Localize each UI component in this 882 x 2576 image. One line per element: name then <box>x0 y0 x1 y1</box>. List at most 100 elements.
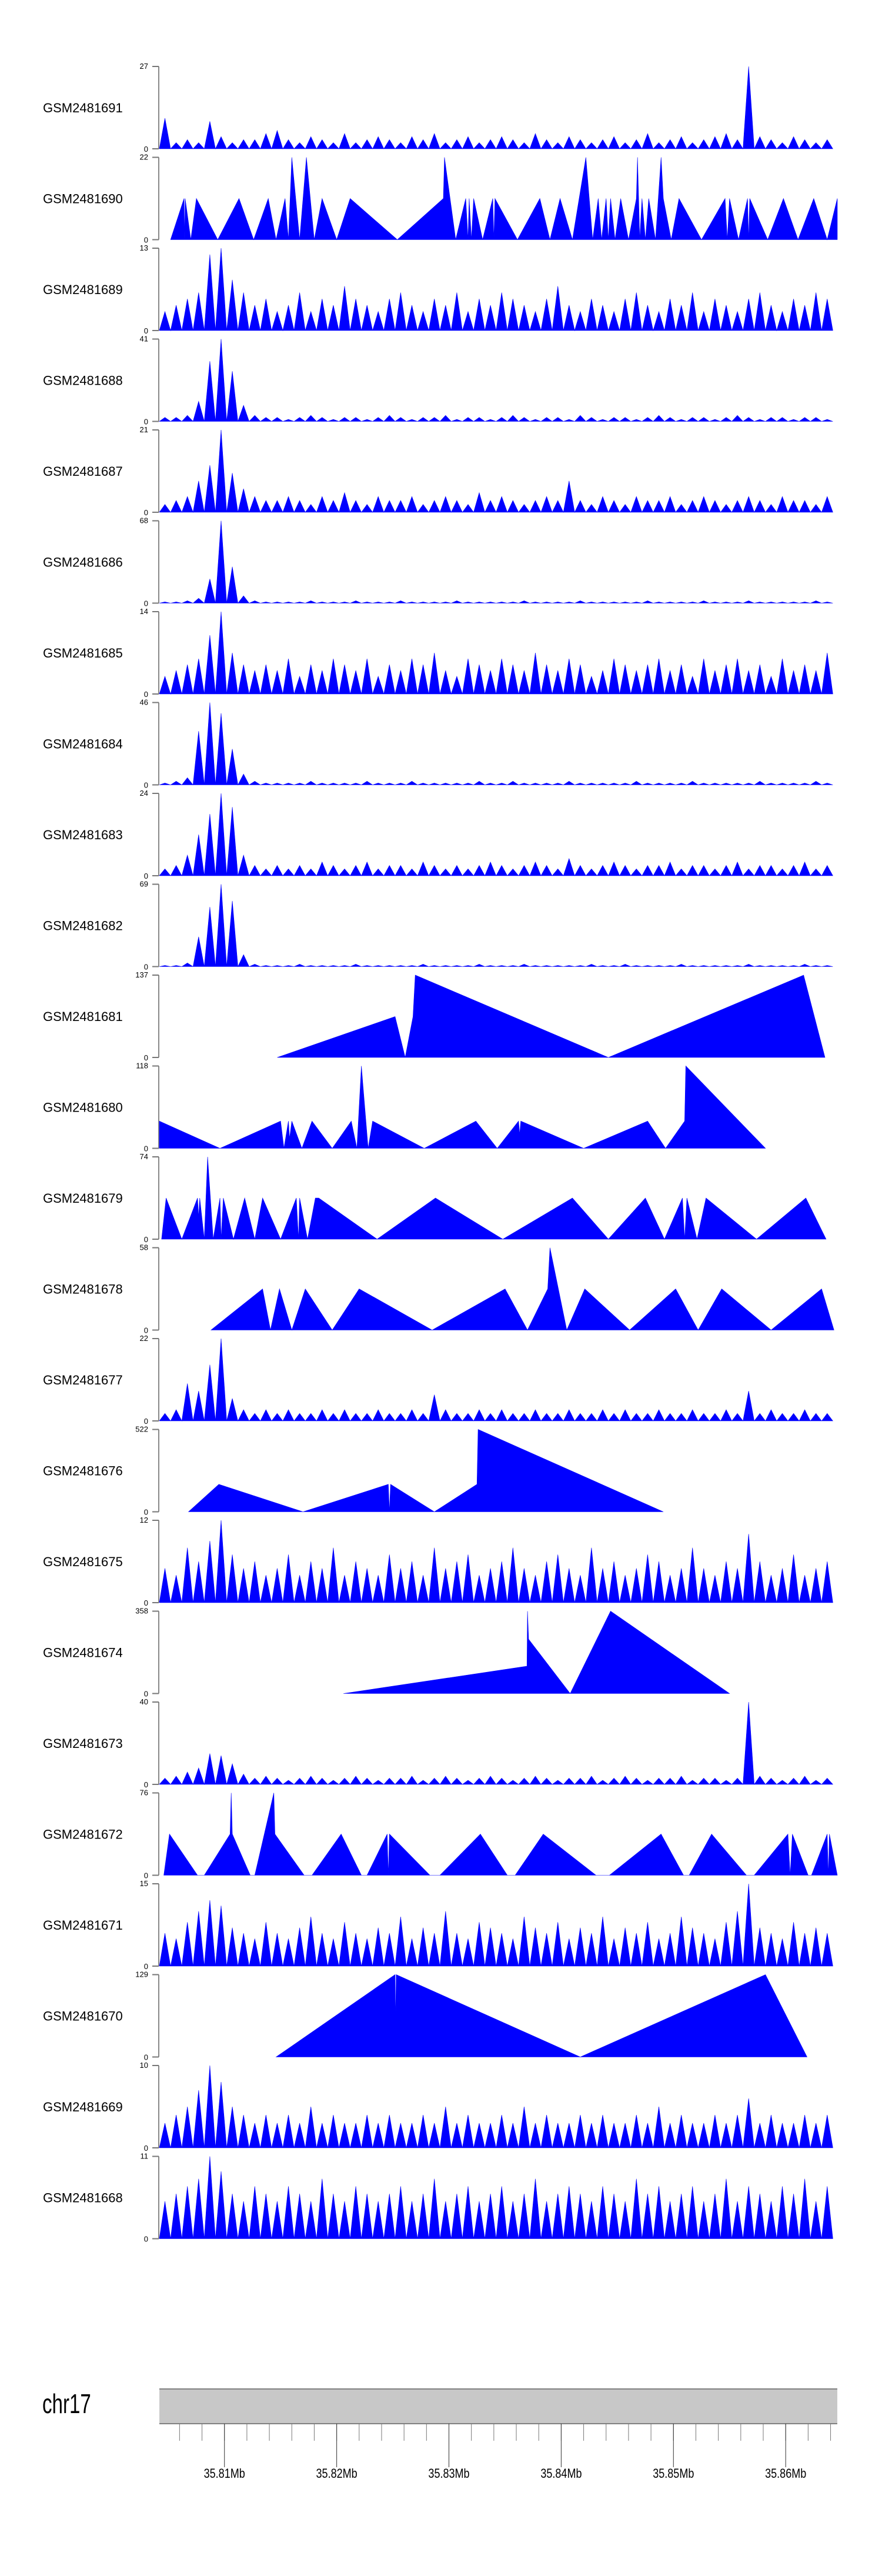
signal-area <box>343 1611 730 1694</box>
track-GSM2481670: GSM2481670 129 0 <box>43 1970 807 2062</box>
axis-tick-label: 35.84Mb <box>540 2467 582 2481</box>
y-axis-zero-label: 0 <box>144 781 148 790</box>
y-axis-zero-label: 0 <box>144 2144 148 2153</box>
track-label: GSM2481680 <box>43 1100 123 1115</box>
chromosome-label: chr17 <box>42 2390 91 2419</box>
track-label: GSM2481689 <box>43 282 123 297</box>
track-GSM2481690: GSM2481690 22 0 <box>43 153 838 245</box>
track-GSM2481684: GSM2481684 46 0 <box>43 698 833 790</box>
axis-tick-label: 35.81Mb <box>204 2467 245 2481</box>
y-axis-max-label: 74 <box>140 1152 148 1161</box>
track-label: GSM2481687 <box>43 464 123 479</box>
signal-area <box>159 339 833 422</box>
y-axis-max-label: 22 <box>140 1334 148 1343</box>
signal-area <box>159 520 833 604</box>
track-label: GSM2481673 <box>43 1736 123 1751</box>
y-axis-zero-label: 0 <box>144 690 148 699</box>
y-axis-max-label: 76 <box>140 1788 148 1797</box>
track-GSM2481677: GSM2481677 22 0 <box>43 1334 834 1426</box>
y-axis-max-label: 129 <box>135 1970 148 1979</box>
track-label: GSM2481671 <box>43 1918 123 1933</box>
signal-area <box>159 1701 834 1786</box>
track-label: GSM2481677 <box>43 1373 123 1387</box>
track-GSM2481685: GSM2481685 14 0 <box>43 607 833 699</box>
y-axis-max-label: 14 <box>140 607 148 616</box>
track-GSM2481689: GSM2481689 13 0 <box>43 243 833 335</box>
signal-area <box>159 1338 834 1422</box>
y-axis-zero-label: 0 <box>144 1144 148 1153</box>
track-GSM2481687: GSM2481687 21 0 <box>43 425 833 517</box>
y-axis-zero-label: 0 <box>144 2053 148 2062</box>
track-GSM2481681: GSM2481681 137 0 <box>43 970 826 1062</box>
track-GSM2481688: GSM2481688 41 0 <box>43 335 833 426</box>
y-axis-zero-label: 0 <box>144 1871 148 1880</box>
y-axis-zero-label: 0 <box>144 1326 148 1335</box>
track-label: GSM2481685 <box>43 646 123 660</box>
y-axis-zero-label: 0 <box>144 1235 148 1244</box>
y-axis-zero-label: 0 <box>144 963 148 972</box>
track-label: GSM2481691 <box>43 101 123 115</box>
y-axis-max-label: 13 <box>140 243 148 252</box>
y-axis-max-label: 11 <box>141 2152 149 2161</box>
track-GSM2481679: GSM2481679 74 0 <box>43 1152 827 1244</box>
track-GSM2481680: GSM2481680 118 0 <box>43 1062 766 1153</box>
y-axis-zero-label: 0 <box>144 1690 148 1699</box>
signal-area <box>159 1065 766 1149</box>
track-GSM2481678: GSM2481678 58 0 <box>43 1243 834 1335</box>
y-axis-max-label: 118 <box>136 1062 148 1070</box>
track-GSM2481673: GSM2481673 40 0 <box>43 1697 834 1789</box>
y-axis-zero-label: 0 <box>144 2235 148 2244</box>
y-axis-zero-label: 0 <box>144 236 148 245</box>
y-axis-zero-label: 0 <box>144 508 148 517</box>
track-GSM2481676: GSM2481676 522 0 <box>43 1425 664 1517</box>
track-GSM2481686: GSM2481686 68 0 <box>43 516 833 608</box>
axis-tick-label: 35.83Mb <box>428 2467 469 2481</box>
y-axis-zero-label: 0 <box>144 1417 148 1426</box>
track-label: GSM2481670 <box>43 2009 123 2024</box>
y-axis-zero-label: 0 <box>144 872 148 880</box>
y-axis-zero-label: 0 <box>144 418 148 426</box>
signal-area <box>161 1156 827 1240</box>
y-axis-zero-label: 0 <box>144 599 148 608</box>
track-GSM2481682: GSM2481682 69 0 <box>43 880 833 972</box>
track-label: GSM2481686 <box>43 555 123 570</box>
signal-area <box>159 2065 833 2148</box>
y-axis-max-label: 522 <box>135 1425 148 1434</box>
signal-area <box>159 611 833 695</box>
track-label: GSM2481669 <box>43 2100 123 2114</box>
signal-area <box>159 793 833 876</box>
y-axis-max-label: 68 <box>140 516 148 525</box>
track-label: GSM2481690 <box>43 192 123 206</box>
y-axis-max-label: 22 <box>140 153 148 162</box>
signal-area <box>159 2156 833 2239</box>
signal-area <box>159 1520 833 1603</box>
signal-area <box>210 1247 834 1331</box>
y-axis-max-label: 40 <box>140 1697 148 1706</box>
y-axis-zero-label: 0 <box>144 145 148 154</box>
track-label: GSM2481674 <box>43 1646 123 1660</box>
signal-area <box>170 157 838 241</box>
genome-axis-track: chr17 35.81Mb 35.82Mb 35.83Mb 35.84Mb 35.85M… <box>42 2388 837 2481</box>
y-axis-max-label: 21 <box>140 425 148 434</box>
data-tracks: GSM2481691270GSM2481690220GSM2481689130G… <box>43 62 838 2244</box>
y-axis-max-label: 24 <box>140 789 148 798</box>
y-axis-max-label: 58 <box>140 1243 148 1252</box>
track-label: GSM2481683 <box>43 827 123 842</box>
y-axis-zero-label: 0 <box>144 326 148 335</box>
axis-tick-label: 35.85Mb <box>653 2467 694 2481</box>
y-axis-max-label: 137 <box>135 970 148 979</box>
track-label: GSM2481681 <box>43 1009 123 1024</box>
signal-area <box>277 975 826 1058</box>
track-GSM2481669: GSM2481669 10 0 <box>43 2061 833 2153</box>
track-label: GSM2481668 <box>43 2191 123 2205</box>
track-label: GSM2481688 <box>43 373 123 388</box>
y-axis-zero-label: 0 <box>144 1599 148 1607</box>
y-axis-max-label: 15 <box>140 1879 148 1888</box>
y-axis-zero-label: 0 <box>144 1053 148 1062</box>
y-axis-zero-label: 0 <box>144 1962 148 1971</box>
track-GSM2481683: GSM2481683 24 0 <box>43 789 833 880</box>
y-axis-max-label: 358 <box>135 1607 148 1616</box>
signal-area <box>275 1974 807 2057</box>
signal-area <box>159 248 833 332</box>
